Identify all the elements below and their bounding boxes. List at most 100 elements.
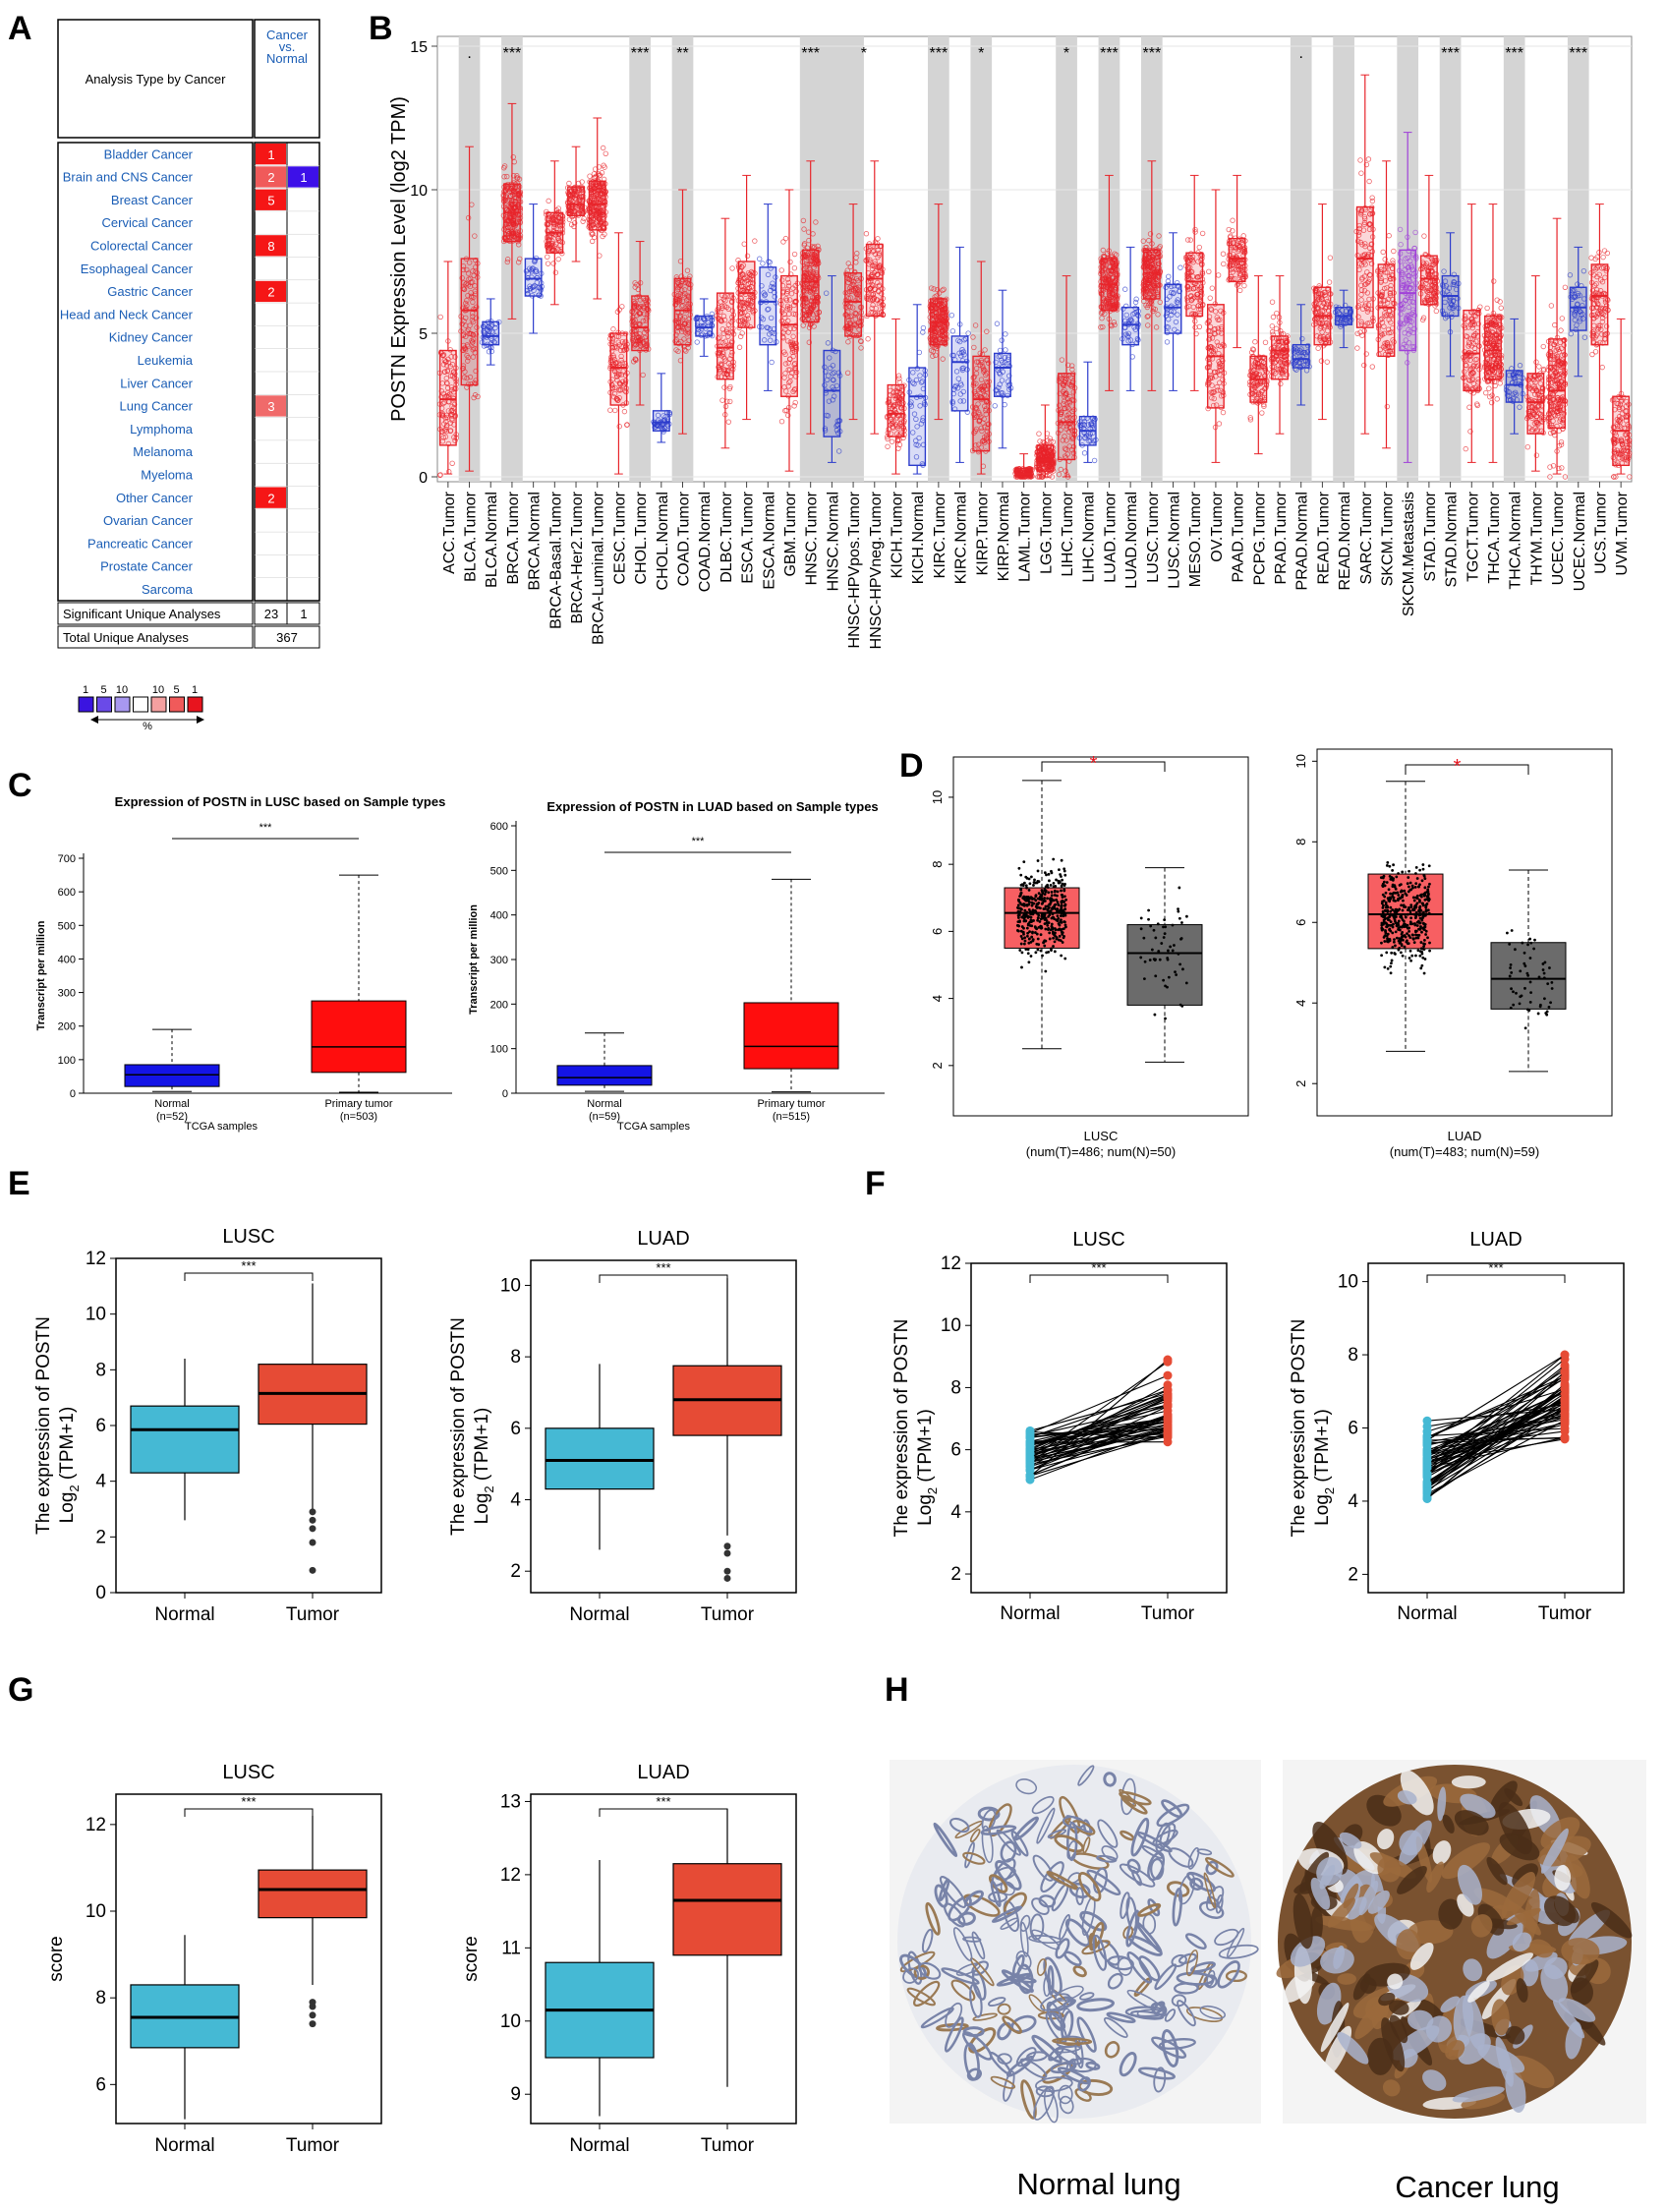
point <box>440 400 446 407</box>
legend-arrow-left <box>90 716 98 724</box>
box <box>844 271 863 337</box>
header-right-text: vs. <box>279 39 296 54</box>
point <box>443 376 449 381</box>
cancer-name: Ovarian Cancer <box>103 513 194 528</box>
box <box>780 274 798 397</box>
x-tick-label: CHOL.Tumor <box>633 491 650 584</box>
x-tick-label: LUSC.Normal <box>1167 492 1183 589</box>
x-tick-label: CESC.Tumor <box>611 491 628 584</box>
x-tick-label: LGG.Tumor <box>1038 491 1055 574</box>
cancer-name: Cervical Cancer <box>102 215 194 230</box>
panel-label-b: B <box>369 10 393 47</box>
x-tick-label: LUSC.Tumor <box>1145 491 1162 582</box>
up-count: 5 <box>267 193 274 207</box>
x-tick-label: HNSC-HPVneg.Tumor <box>868 491 885 649</box>
sig-up: 23 <box>264 607 278 621</box>
point <box>474 324 480 330</box>
point <box>449 460 455 466</box>
up-count: 2 <box>267 491 274 505</box>
up-count: 3 <box>267 399 274 414</box>
point <box>465 270 472 276</box>
x-tick-label: BRCA-Luminal.Tumor <box>591 491 607 645</box>
box <box>972 355 991 452</box>
point <box>449 416 455 422</box>
x-tick-label: PRAD.Tumor <box>1273 491 1290 584</box>
point <box>444 422 450 429</box>
x-tick-label: KIRP.Tumor <box>974 491 991 575</box>
box <box>1142 249 1161 300</box>
x-tick-label: ESCA.Tumor <box>740 491 757 583</box>
point <box>445 360 452 366</box>
point <box>445 408 452 414</box>
point <box>462 345 469 351</box>
x-tick-label: HNSC-HPVpos.Tumor <box>846 491 863 648</box>
cancer-name: Pancreatic Cancer <box>87 536 194 551</box>
point <box>464 280 470 286</box>
panel-label-g: G <box>8 1671 33 1709</box>
cancer-name: Head and Neck Cancer <box>60 307 194 321</box>
up-count: 8 <box>267 239 274 254</box>
box <box>631 295 650 352</box>
x-tick-label: PCPG.Tumor <box>1251 491 1268 585</box>
box <box>438 349 457 446</box>
shaded-band <box>1290 36 1312 482</box>
box <box>823 349 841 437</box>
y-tick-label: 0 <box>419 470 428 487</box>
box <box>759 266 777 346</box>
point <box>448 408 454 414</box>
point <box>467 374 474 380</box>
point <box>437 472 443 478</box>
point <box>465 214 472 221</box>
point <box>488 348 495 355</box>
point <box>464 297 470 304</box>
point <box>441 369 448 376</box>
box <box>695 315 714 337</box>
legend-value: 10 <box>152 684 164 696</box>
legend-swatch <box>133 696 148 713</box>
x-tick-label: BRCA-Her2.Tumor <box>569 491 586 623</box>
point <box>469 317 476 323</box>
x-tick-label: LIHC.Tumor <box>1060 491 1076 576</box>
x-tick-label: OV.Tumor <box>1209 491 1226 561</box>
box <box>1228 237 1246 283</box>
box <box>994 352 1011 397</box>
point <box>470 299 476 306</box>
up-cell <box>256 487 286 508</box>
up-cell <box>256 189 286 210</box>
panel-label-h: H <box>885 1671 909 1709</box>
box <box>652 410 670 432</box>
box <box>460 258 479 386</box>
x-tick-label: LIHC.Normal <box>1081 492 1098 582</box>
up-cell <box>256 144 286 165</box>
point <box>445 356 451 363</box>
point <box>467 275 474 282</box>
legend-swatch <box>150 696 167 713</box>
panel-label-e: E <box>8 1165 30 1202</box>
legend-value: 10 <box>116 684 128 696</box>
box <box>1185 252 1204 318</box>
point <box>470 336 477 343</box>
box <box>673 277 692 346</box>
box-ACC.Tumor: ACC.Tumor <box>436 261 460 574</box>
up-cell <box>256 166 286 188</box>
total-row <box>57 625 254 649</box>
x-tick-label: PRAD.Normal <box>1294 492 1311 590</box>
point <box>443 393 450 399</box>
box <box>737 261 756 328</box>
sig-down: 1 <box>300 607 307 621</box>
x-tick-label: KIRC.Tumor <box>932 491 948 578</box>
cancer-name: Bladder Cancer <box>104 146 194 161</box>
up-count: 2 <box>267 285 274 300</box>
x-tick-label: LUAD.Normal <box>1123 492 1140 589</box>
cancer-name: Lymphoma <box>130 422 194 437</box>
box <box>1036 444 1055 472</box>
x-tick-label: BRCA-Basal.Tumor <box>547 491 564 629</box>
point <box>472 233 478 239</box>
point <box>465 354 472 361</box>
cancer-name: Liver Cancer <box>120 376 193 390</box>
x-tick-label: KICH.Tumor <box>889 491 905 578</box>
box <box>716 292 734 380</box>
legend-swatch <box>78 696 94 713</box>
rows-box <box>57 142 254 602</box>
